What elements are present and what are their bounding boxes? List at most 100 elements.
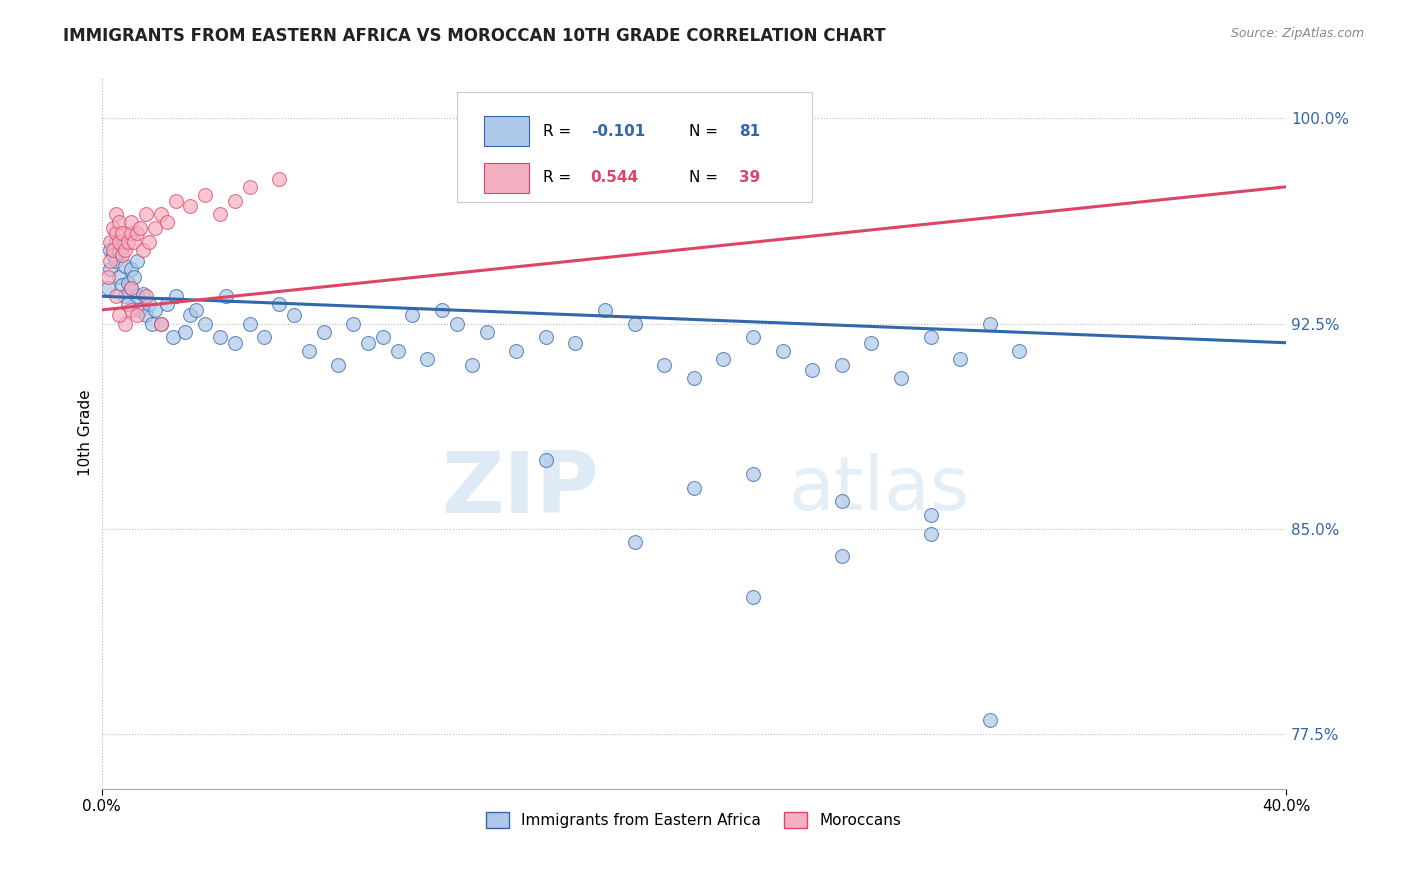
Text: IMMIGRANTS FROM EASTERN AFRICA VS MOROCCAN 10TH GRADE CORRELATION CHART: IMMIGRANTS FROM EASTERN AFRICA VS MOROCC… — [63, 27, 886, 45]
Point — [114, 259, 136, 273]
Point — [328, 358, 350, 372]
Point — [564, 335, 586, 350]
Point — [312, 325, 335, 339]
Point — [156, 215, 179, 229]
Point — [224, 194, 246, 208]
Point — [111, 248, 134, 262]
Point — [446, 317, 468, 331]
Point — [135, 309, 157, 323]
Point — [215, 289, 238, 303]
Point — [239, 179, 262, 194]
Text: Source: ZipAtlas.com: Source: ZipAtlas.com — [1230, 27, 1364, 40]
Text: 81: 81 — [738, 124, 759, 139]
Point — [772, 343, 794, 358]
Point — [111, 278, 134, 293]
Point — [129, 220, 152, 235]
Point — [179, 199, 201, 213]
Point — [979, 713, 1001, 727]
Point — [949, 352, 972, 367]
Point — [682, 371, 704, 385]
Point — [138, 235, 160, 249]
Point — [623, 535, 645, 549]
Point — [120, 281, 142, 295]
Point — [96, 281, 118, 295]
Point — [208, 330, 231, 344]
Point — [117, 235, 139, 249]
Point — [742, 330, 765, 344]
Point — [475, 325, 498, 339]
Point — [100, 253, 122, 268]
Point — [208, 207, 231, 221]
Point — [122, 270, 145, 285]
Point — [120, 261, 142, 276]
FancyBboxPatch shape — [457, 92, 813, 202]
Point — [105, 235, 128, 249]
Point — [108, 309, 131, 323]
Point — [149, 317, 172, 331]
Point — [135, 207, 157, 221]
Text: ZIP: ZIP — [441, 449, 599, 532]
Point — [461, 358, 484, 372]
Point — [120, 227, 142, 241]
Point — [120, 302, 142, 317]
Point — [120, 281, 142, 295]
Point — [132, 286, 155, 301]
Text: N =: N = — [689, 124, 723, 139]
Point — [269, 171, 291, 186]
Bar — [484, 162, 529, 193]
Point — [135, 289, 157, 303]
Point — [860, 335, 883, 350]
Point — [105, 207, 128, 221]
Point — [194, 317, 217, 331]
Text: -0.101: -0.101 — [591, 124, 645, 139]
Point — [371, 330, 394, 344]
Point — [623, 317, 645, 331]
Point — [920, 508, 942, 522]
Point — [505, 343, 527, 358]
Text: N =: N = — [689, 170, 723, 186]
Point — [534, 330, 557, 344]
Point — [114, 243, 136, 257]
Point — [138, 297, 160, 311]
Point — [108, 270, 131, 285]
Point — [387, 343, 409, 358]
Point — [114, 317, 136, 331]
Text: atlas: atlas — [789, 453, 970, 526]
Point — [979, 317, 1001, 331]
Point — [534, 453, 557, 467]
Point — [801, 363, 824, 377]
Point — [122, 235, 145, 249]
Point — [127, 253, 149, 268]
Point — [103, 243, 125, 257]
Point — [831, 549, 853, 563]
Point — [114, 289, 136, 303]
Point — [100, 235, 122, 249]
Point — [194, 188, 217, 202]
Point — [111, 227, 134, 241]
Point — [141, 317, 163, 331]
Point — [593, 302, 616, 317]
Point — [682, 481, 704, 495]
Text: 0.544: 0.544 — [591, 170, 638, 186]
Point — [120, 215, 142, 229]
Text: R =: R = — [543, 170, 576, 186]
Point — [156, 297, 179, 311]
Point — [105, 253, 128, 268]
Point — [105, 289, 128, 303]
Point — [831, 494, 853, 508]
Point — [127, 289, 149, 303]
Point — [149, 317, 172, 331]
Point — [742, 467, 765, 481]
Point — [239, 317, 262, 331]
Point — [652, 358, 675, 372]
Point — [224, 335, 246, 350]
Point — [920, 527, 942, 541]
Point — [253, 330, 276, 344]
Text: R =: R = — [543, 124, 576, 139]
Point — [890, 371, 912, 385]
Point — [111, 240, 134, 254]
Legend: Immigrants from Eastern Africa, Moroccans: Immigrants from Eastern Africa, Moroccan… — [481, 806, 907, 834]
Point — [298, 343, 321, 358]
Point — [108, 235, 131, 249]
Point — [108, 215, 131, 229]
